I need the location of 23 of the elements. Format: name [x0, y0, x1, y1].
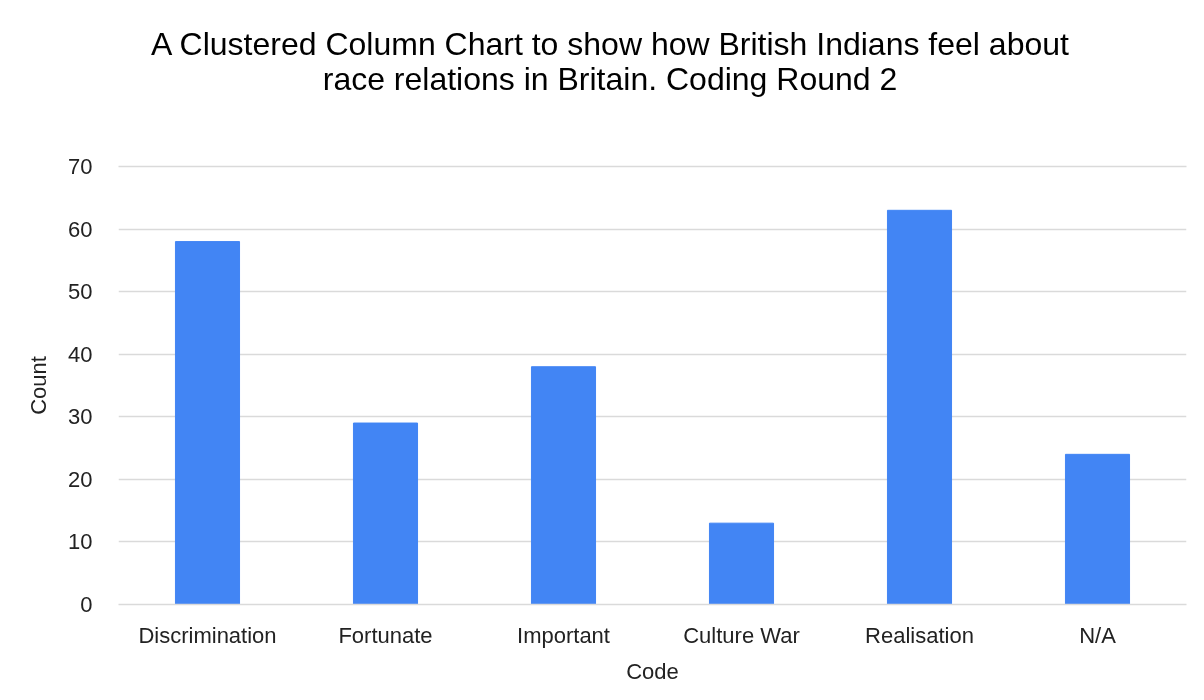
y-tick-label: 20: [68, 466, 93, 492]
chart-title: A Clustered Column Chart to show how British Indians feel about race relations in Britain. Coding Round 2: [150, 26, 1070, 97]
y-tick-label: 60: [68, 216, 93, 242]
x-tick-label: Discrimination: [138, 622, 277, 648]
y-tick-label: 70: [68, 154, 93, 179]
y-tick-label: 40: [68, 341, 93, 367]
bar: [352, 422, 419, 605]
x-axis-title: Code: [626, 658, 679, 684]
x-tick-label: Culture War: [683, 622, 800, 648]
bar: [708, 522, 775, 605]
x-tick-label: Realisation: [865, 622, 974, 648]
x-tick-label: Important: [517, 622, 610, 648]
y-tick-label: 50: [68, 279, 93, 305]
y-tick-label: 10: [68, 529, 93, 555]
y-tick-label: 30: [68, 404, 93, 430]
y-tick-label: 0: [80, 592, 93, 617]
bar: [174, 241, 241, 605]
x-tick-label: Fortunate: [338, 622, 433, 648]
y-axis-title: Count: [26, 356, 52, 415]
bar: [530, 366, 597, 605]
bar: [1064, 453, 1131, 605]
bar: [886, 209, 953, 605]
x-tick-label: N/A: [1079, 622, 1117, 648]
